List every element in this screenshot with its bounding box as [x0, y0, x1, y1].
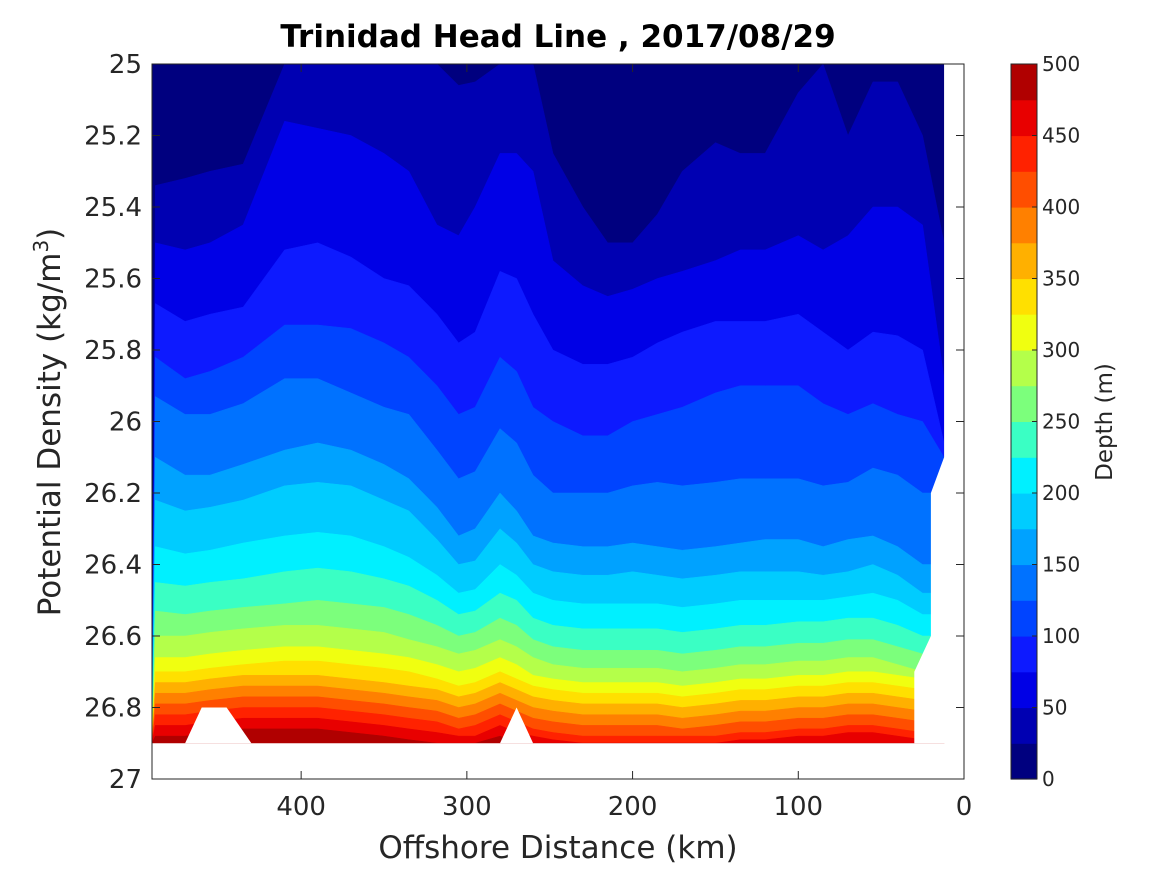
colorbar-band — [1011, 743, 1037, 780]
colorbar-tick-label: 500 — [1042, 52, 1080, 76]
colorbar-tick-label: 450 — [1042, 124, 1080, 148]
y-tick-label: 26 — [109, 408, 142, 438]
plot-area — [151, 63, 965, 780]
colorbar-band — [1011, 528, 1037, 566]
x-tick-label: 0 — [956, 792, 973, 822]
x-tick-labels: 400 300 200 100 0 — [276, 792, 972, 822]
y-axis-label: Potential Density (kg/m3) — [29, 228, 68, 617]
colorbar-tick-label: 250 — [1042, 410, 1080, 434]
missing-data-gap-0 — [185, 707, 252, 744]
colorbar-band — [1011, 493, 1037, 530]
x-tick-label: 200 — [608, 792, 658, 822]
colorbar-band — [1011, 600, 1037, 637]
missing-data-gap-1 — [500, 707, 534, 744]
x-tick-label: 100 — [773, 792, 823, 822]
y-tick-label: 26.2 — [84, 479, 142, 509]
colorbar-tick-labels: 0 50 100 150 200 250 300 350 400 450 500 — [1042, 52, 1080, 791]
y-axis-label-superscript: 3 — [29, 240, 53, 253]
colorbar-band — [1011, 207, 1037, 244]
x-tick-marks — [300, 64, 965, 779]
y-tick-label: 26.4 — [84, 551, 142, 581]
y-tick-label: 25.8 — [84, 336, 142, 366]
colorbar: 0 50 100 150 200 250 300 350 400 450 500 Depth (m) — [1010, 52, 1118, 791]
colorbar-band — [1011, 564, 1037, 601]
y-tick-label: 25.6 — [84, 265, 142, 295]
missing-data-nearshore — [914, 64, 964, 744]
colorbar-tick-label: 50 — [1042, 696, 1067, 720]
colorbar-band — [1011, 636, 1037, 673]
colorbar-band — [1011, 135, 1037, 172]
y-tick-marks — [152, 63, 964, 780]
y-tick-label: 25.4 — [84, 193, 142, 223]
x-tick-label: 300 — [442, 792, 492, 822]
data-gap-layer — [152, 64, 964, 779]
y-axis-label-close: ) — [32, 228, 68, 240]
colorbar-tick-label: 350 — [1042, 267, 1080, 291]
colorbar-tick-label: 0 — [1042, 767, 1055, 791]
x-tick-label: 400 — [276, 792, 326, 822]
colorbar-tick-label: 400 — [1042, 195, 1080, 219]
y-tick-label: 26.8 — [84, 694, 142, 724]
missing-data-bottom — [152, 743, 964, 779]
colorbar-band — [1011, 278, 1037, 315]
y-tick-labels: 25 25.2 25.4 25.6 25.8 26 26.2 26.4 26.6 26.8 27 — [84, 50, 142, 795]
colorbar-band — [1011, 314, 1037, 351]
colorbar-label: Depth (m) — [1092, 363, 1118, 481]
y-axis-label-main: Potential Density (kg/m — [32, 253, 68, 617]
y-tick-label: 27 — [109, 765, 142, 795]
colorbar-band — [1011, 457, 1037, 494]
chart-title: Trinidad Head Line , 2017/08/29 — [280, 19, 835, 55]
colorbar-tick-label: 200 — [1042, 481, 1080, 505]
colorbar-band — [1011, 707, 1037, 744]
contour-fill-layer — [152, 64, 945, 744]
colorbar-band — [1011, 671, 1037, 709]
colorbar-band — [1011, 242, 1037, 280]
colorbar-band — [1011, 64, 1037, 101]
colorbar-bands — [1011, 64, 1037, 780]
y-tick-label: 26.6 — [84, 622, 142, 652]
colorbar-band — [1011, 421, 1037, 458]
x-axis-label: Offshore Distance (km) — [378, 830, 737, 866]
colorbar-tick-label: 150 — [1042, 553, 1080, 577]
colorbar-band — [1011, 171, 1037, 208]
y-tick-label: 25.2 — [84, 122, 142, 152]
colorbar-band — [1011, 385, 1037, 422]
colorbar-tick-marks — [1032, 63, 1037, 780]
colorbar-tick-label: 300 — [1042, 338, 1080, 362]
colorbar-tick-label: 100 — [1042, 624, 1080, 648]
colorbar-band — [1011, 99, 1037, 137]
colorbar-band — [1011, 350, 1037, 387]
y-tick-label: 25 — [109, 50, 142, 80]
